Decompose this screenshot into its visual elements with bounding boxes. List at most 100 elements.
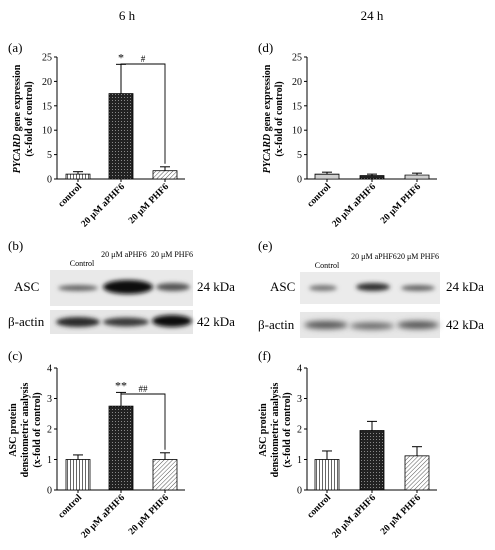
- blot-e-actin-band-1: [304, 321, 348, 329]
- panel-c-ylabel-2: densitometric analysis: [20, 383, 31, 478]
- blot-e-lane-phf6-text: 20 μM PHF6: [397, 252, 439, 261]
- panel-c-letter: (c): [8, 348, 22, 363]
- bar-f-2: [404, 455, 430, 491]
- bar-a-2: [152, 170, 178, 180]
- bracket-label-a: #: [141, 54, 146, 64]
- blot-b-actin-band-1: [56, 317, 100, 327]
- blot-b-actin-band-3: [152, 315, 192, 327]
- bar-c-0: [65, 459, 91, 491]
- y-tick-label-d-4: 20: [292, 77, 302, 88]
- blot-b-asc-band-1: [58, 285, 98, 291]
- blot-b-kda-24: 24 kDa: [197, 279, 235, 294]
- panel-c-ylabel-3: (x-fold of control): [32, 392, 43, 467]
- panel-a-letter: (a): [8, 40, 22, 55]
- x-label-d-2: 20 μM PHF6: [379, 182, 423, 226]
- panel-f-ylabel-3: (x-fold of control): [282, 392, 293, 467]
- bar-d-2: [404, 174, 430, 180]
- blot-e-asc-band-1: [309, 285, 337, 291]
- x-label-a-0: control: [57, 182, 85, 210]
- blot-b-lane-control: Control: [70, 259, 95, 268]
- blot-e-actin-band-3: [397, 321, 439, 329]
- panel-d-ylabel: PYCARD gene expression: [262, 64, 273, 173]
- significance-c-0: **: [115, 378, 127, 392]
- x-label-f-1: 20 μM aPHF6: [331, 493, 379, 541]
- y-tick-label-f-1: 1: [297, 455, 302, 466]
- blot-e-kda-24: 24 kDa: [446, 279, 484, 294]
- y-tick-label-a-1: 5: [47, 150, 52, 161]
- blot-b-asc-label: ASC: [14, 279, 39, 294]
- x-label-d-0: control: [306, 182, 334, 210]
- bar-f-1: [359, 430, 385, 491]
- y-tick-label-d-2: 10: [292, 126, 302, 137]
- x-label-a-1: 20 μM aPHF6: [80, 182, 128, 230]
- panel-f-ylabel-1: ASC protein: [258, 403, 269, 457]
- panel-a-ylabel: PYCARD gene expression: [12, 64, 23, 173]
- y-tick-label-c-0: 0: [47, 486, 52, 497]
- y-tick-label-d-5: 25: [292, 53, 302, 64]
- y-tick-label-c-1: 1: [47, 455, 52, 466]
- panel-d-ylabel-2: (x-fold of control): [274, 81, 285, 156]
- blot-e-actin-band-2: [350, 322, 394, 330]
- bar-c-1: [108, 405, 134, 491]
- panel-f-letter: (f): [258, 348, 271, 363]
- y-tick-label-c-4: 4: [47, 364, 52, 375]
- blot-e-asc-band-3: [401, 285, 435, 291]
- x-label-d-1: 20 μM aPHF6: [331, 182, 379, 230]
- y-tick-label-d-3: 15: [292, 101, 302, 112]
- bar-c-2: [152, 459, 178, 491]
- significance-a-0: *: [118, 50, 124, 64]
- y-tick-label-c-2: 2: [47, 425, 52, 436]
- panel-a-ylabel-2: (x-fold of control): [24, 81, 35, 156]
- blot-e-lane-control: Control: [315, 261, 340, 270]
- blot-b-kda-42: 42 kDa: [197, 314, 235, 329]
- y-tick-label-c-3: 3: [47, 394, 52, 405]
- y-tick-label-d-1: 5: [297, 150, 302, 161]
- x-label-f-2: 20 μM PHF6: [379, 493, 423, 537]
- y-tick-label-a-2: 10: [42, 126, 52, 137]
- blot-e-lane-aphf6-text: 20 μM aPHF6: [351, 252, 397, 261]
- y-tick-label-a-5: 25: [42, 53, 52, 64]
- bracket-label-c: ##: [139, 384, 149, 394]
- y-tick-label-a-3: 15: [42, 101, 52, 112]
- panel-d-letter: (d): [258, 40, 273, 55]
- x-label-a-2: 20 μM PHF6: [127, 182, 171, 226]
- header-6h: 6 h: [119, 8, 136, 23]
- blot-b-lane-phf6: 20 μM PHF6: [151, 250, 193, 259]
- bracket-c: [120, 393, 166, 450]
- panel-b-letter: (b): [8, 238, 23, 253]
- blot-b-actin-label: β-actin: [8, 314, 45, 329]
- blot-b-asc-band-2: [103, 280, 153, 294]
- blot-b-lane-phf6-text: 20 μM PHF6: [151, 250, 193, 259]
- blot-b-asc-band-3: [156, 283, 190, 291]
- blot-e-lane-phf6: 20 μM PHF6: [397, 252, 439, 261]
- blot-b-actin-band-2: [103, 317, 149, 327]
- y-tick-label-d-0: 0: [297, 175, 302, 186]
- panel-e-letter: (e): [258, 238, 272, 253]
- blot-e-asc-band-2: [356, 283, 390, 291]
- panel-c-ylabel-1: ASC protein: [8, 403, 19, 457]
- y-tick-label-f-4: 4: [297, 364, 302, 375]
- bar-a-0: [65, 173, 91, 180]
- y-tick-label-f-3: 3: [297, 394, 302, 405]
- x-label-c-2: 20 μM PHF6: [127, 493, 171, 537]
- header-24h: 24 h: [361, 8, 384, 23]
- blot-e-lane-aphf6: 20 μM aPHF6: [351, 252, 397, 261]
- x-label-c-0: control: [57, 493, 85, 521]
- bar-f-0: [314, 459, 340, 491]
- blot-b-lane-aphf6: 20 μM aPHF6: [101, 250, 147, 259]
- blot-e-kda-42: 42 kDa: [446, 317, 484, 332]
- panel-f-ylabel-2: densitometric analysis: [270, 383, 281, 478]
- y-tick-label-f-2: 2: [297, 425, 302, 436]
- blot-b-lane-aphf6-text: 20 μM aPHF6: [101, 250, 147, 259]
- bar-d-0: [314, 173, 340, 180]
- x-label-c-1: 20 μM aPHF6: [80, 493, 128, 541]
- blot-e-actin-label: β-actin: [258, 317, 295, 332]
- blot-e-asc-label: ASC: [270, 279, 295, 294]
- bar-a-1: [108, 93, 134, 180]
- y-tick-label-f-0: 0: [297, 486, 302, 497]
